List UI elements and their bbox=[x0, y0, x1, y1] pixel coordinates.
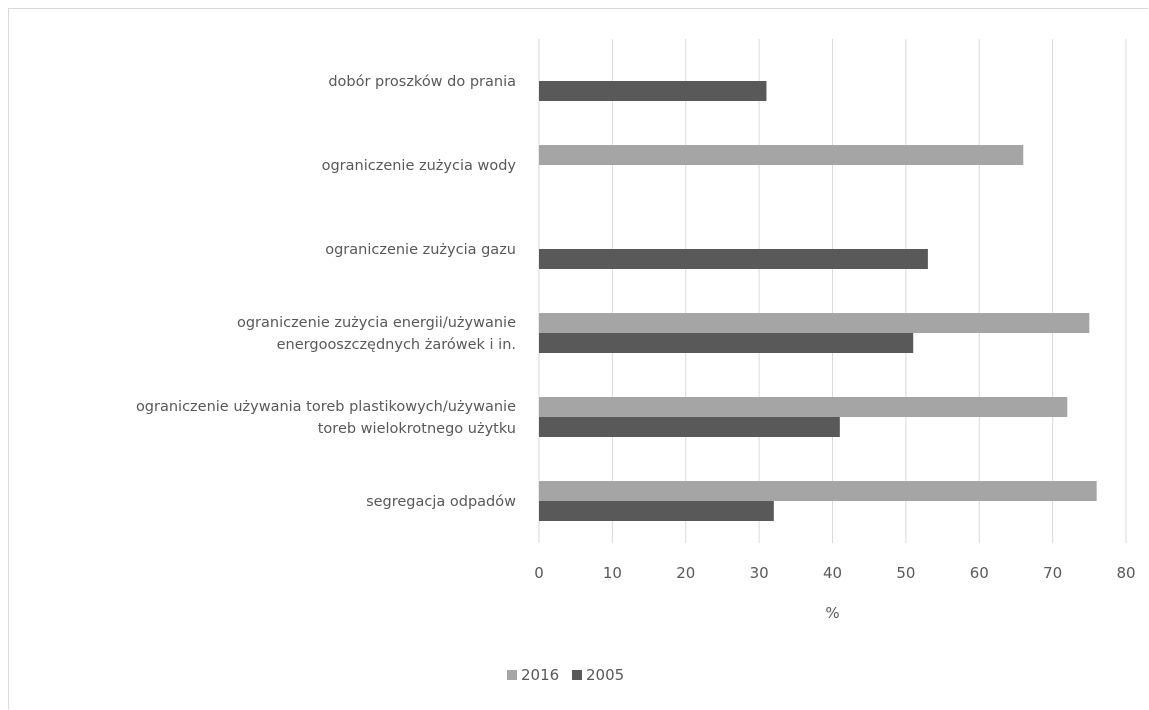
x-tick-label: 50 bbox=[896, 564, 915, 582]
bar-2005-5 bbox=[539, 501, 774, 521]
category-label: ograniczenie zużycia wody bbox=[322, 158, 517, 174]
category-label: toreb wielokrotnego użytku bbox=[318, 421, 516, 437]
category-label: segregacja odpadów bbox=[366, 494, 516, 510]
x-tick-label: 40 bbox=[823, 564, 842, 582]
x-tick-label: 60 bbox=[970, 564, 989, 582]
category-label: energooszczędnych żarówek i in. bbox=[277, 337, 516, 353]
legend-swatch-2016 bbox=[507, 670, 517, 680]
category-label: ograniczenie zużycia gazu bbox=[325, 242, 516, 258]
legend-label-2005: 2005 bbox=[586, 666, 624, 684]
legend-swatch-2005 bbox=[572, 670, 582, 680]
chart-frame: dobór proszków do prania ograniczenie zuż… bbox=[8, 8, 1148, 709]
x-tick-label: 0 bbox=[534, 564, 544, 582]
category-label: dobór proszków do prania bbox=[328, 74, 516, 90]
bar-chart: dobór proszków do prania ograniczenie zuż… bbox=[136, 39, 1136, 684]
bar-2005-4 bbox=[539, 417, 840, 437]
bar-2016-5 bbox=[539, 481, 1097, 501]
category-label: ograniczenie zużycia energii/używanie bbox=[237, 315, 516, 331]
bar-2016-3 bbox=[539, 313, 1090, 333]
legend-label-2016: 2016 bbox=[521, 666, 559, 684]
x-tick-label: 30 bbox=[750, 564, 769, 582]
bar-2016-4 bbox=[539, 397, 1068, 417]
bar-2005-0 bbox=[539, 81, 767, 101]
bar-2016-1 bbox=[539, 145, 1024, 165]
x-tick-label: 70 bbox=[1043, 564, 1062, 582]
x-tick-label: 10 bbox=[603, 564, 622, 582]
bar-2005-3 bbox=[539, 333, 914, 353]
category-label: ograniczenie używania toreb plastikowych… bbox=[136, 399, 516, 415]
x-tick-labels: 0 10 20 30 40 50 60 70 80 bbox=[534, 564, 1135, 582]
bars bbox=[539, 81, 1097, 521]
category-labels: dobór proszków do prania ograniczenie zuż… bbox=[136, 74, 516, 510]
x-tick-label: 20 bbox=[676, 564, 695, 582]
legend: 2016 2005 bbox=[507, 666, 624, 684]
x-tick-label: 80 bbox=[1116, 564, 1135, 582]
bar-2005-2 bbox=[539, 249, 928, 269]
gridlines bbox=[538, 39, 1127, 543]
x-axis-title: % bbox=[825, 604, 839, 622]
